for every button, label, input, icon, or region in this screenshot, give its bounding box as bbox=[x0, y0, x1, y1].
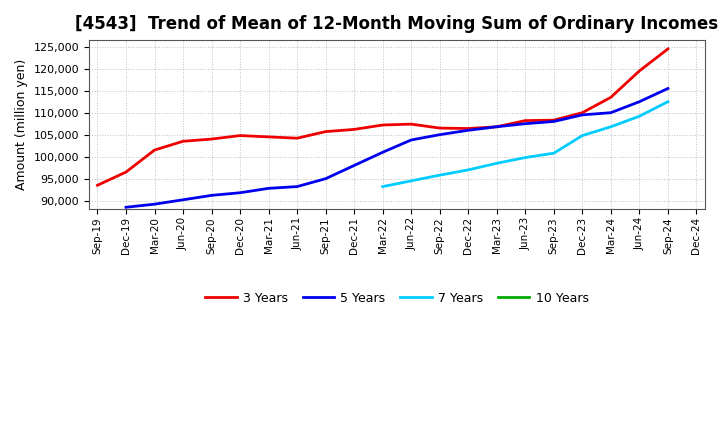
5 Years bbox=[179, 197, 187, 202]
5 Years bbox=[578, 112, 587, 117]
Line: 7 Years: 7 Years bbox=[383, 102, 668, 187]
7 Years bbox=[606, 124, 615, 129]
3 Years bbox=[207, 136, 216, 142]
3 Years bbox=[93, 183, 102, 188]
Line: 3 Years: 3 Years bbox=[97, 49, 668, 185]
7 Years bbox=[635, 114, 644, 119]
5 Years bbox=[350, 163, 359, 168]
3 Years bbox=[578, 110, 587, 115]
7 Years bbox=[549, 150, 558, 156]
3 Years bbox=[492, 124, 501, 129]
5 Years bbox=[235, 190, 244, 195]
5 Years bbox=[664, 86, 672, 91]
3 Years bbox=[264, 134, 273, 139]
7 Years bbox=[664, 99, 672, 104]
5 Years bbox=[606, 110, 615, 115]
7 Years bbox=[436, 172, 444, 178]
Title: [4543]  Trend of Mean of 12-Month Moving Sum of Ordinary Incomes: [4543] Trend of Mean of 12-Month Moving … bbox=[76, 15, 719, 33]
5 Years bbox=[321, 176, 330, 181]
7 Years bbox=[464, 167, 472, 172]
5 Years bbox=[150, 202, 159, 207]
7 Years bbox=[578, 133, 587, 138]
5 Years bbox=[521, 121, 530, 126]
3 Years bbox=[464, 126, 472, 131]
7 Years bbox=[379, 184, 387, 189]
Legend: 3 Years, 5 Years, 7 Years, 10 Years: 3 Years, 5 Years, 7 Years, 10 Years bbox=[200, 287, 593, 310]
3 Years bbox=[150, 147, 159, 153]
5 Years bbox=[635, 99, 644, 104]
3 Years bbox=[436, 125, 444, 131]
3 Years bbox=[379, 122, 387, 128]
3 Years bbox=[407, 121, 415, 127]
3 Years bbox=[350, 127, 359, 132]
Line: 5 Years: 5 Years bbox=[126, 88, 668, 207]
5 Years bbox=[122, 205, 130, 210]
5 Years bbox=[407, 137, 415, 143]
5 Years bbox=[549, 119, 558, 124]
5 Years bbox=[379, 150, 387, 155]
3 Years bbox=[122, 169, 130, 175]
3 Years bbox=[635, 68, 644, 73]
3 Years bbox=[549, 117, 558, 123]
Y-axis label: Amount (million yen): Amount (million yen) bbox=[15, 59, 28, 191]
3 Years bbox=[293, 136, 302, 141]
3 Years bbox=[521, 118, 530, 123]
7 Years bbox=[407, 178, 415, 183]
3 Years bbox=[606, 95, 615, 100]
7 Years bbox=[521, 155, 530, 160]
5 Years bbox=[436, 132, 444, 137]
5 Years bbox=[492, 124, 501, 129]
3 Years bbox=[235, 133, 244, 138]
5 Years bbox=[293, 184, 302, 189]
7 Years bbox=[492, 161, 501, 166]
3 Years bbox=[321, 129, 330, 134]
3 Years bbox=[664, 46, 672, 51]
5 Years bbox=[464, 128, 472, 133]
5 Years bbox=[264, 186, 273, 191]
5 Years bbox=[207, 193, 216, 198]
3 Years bbox=[179, 139, 187, 144]
